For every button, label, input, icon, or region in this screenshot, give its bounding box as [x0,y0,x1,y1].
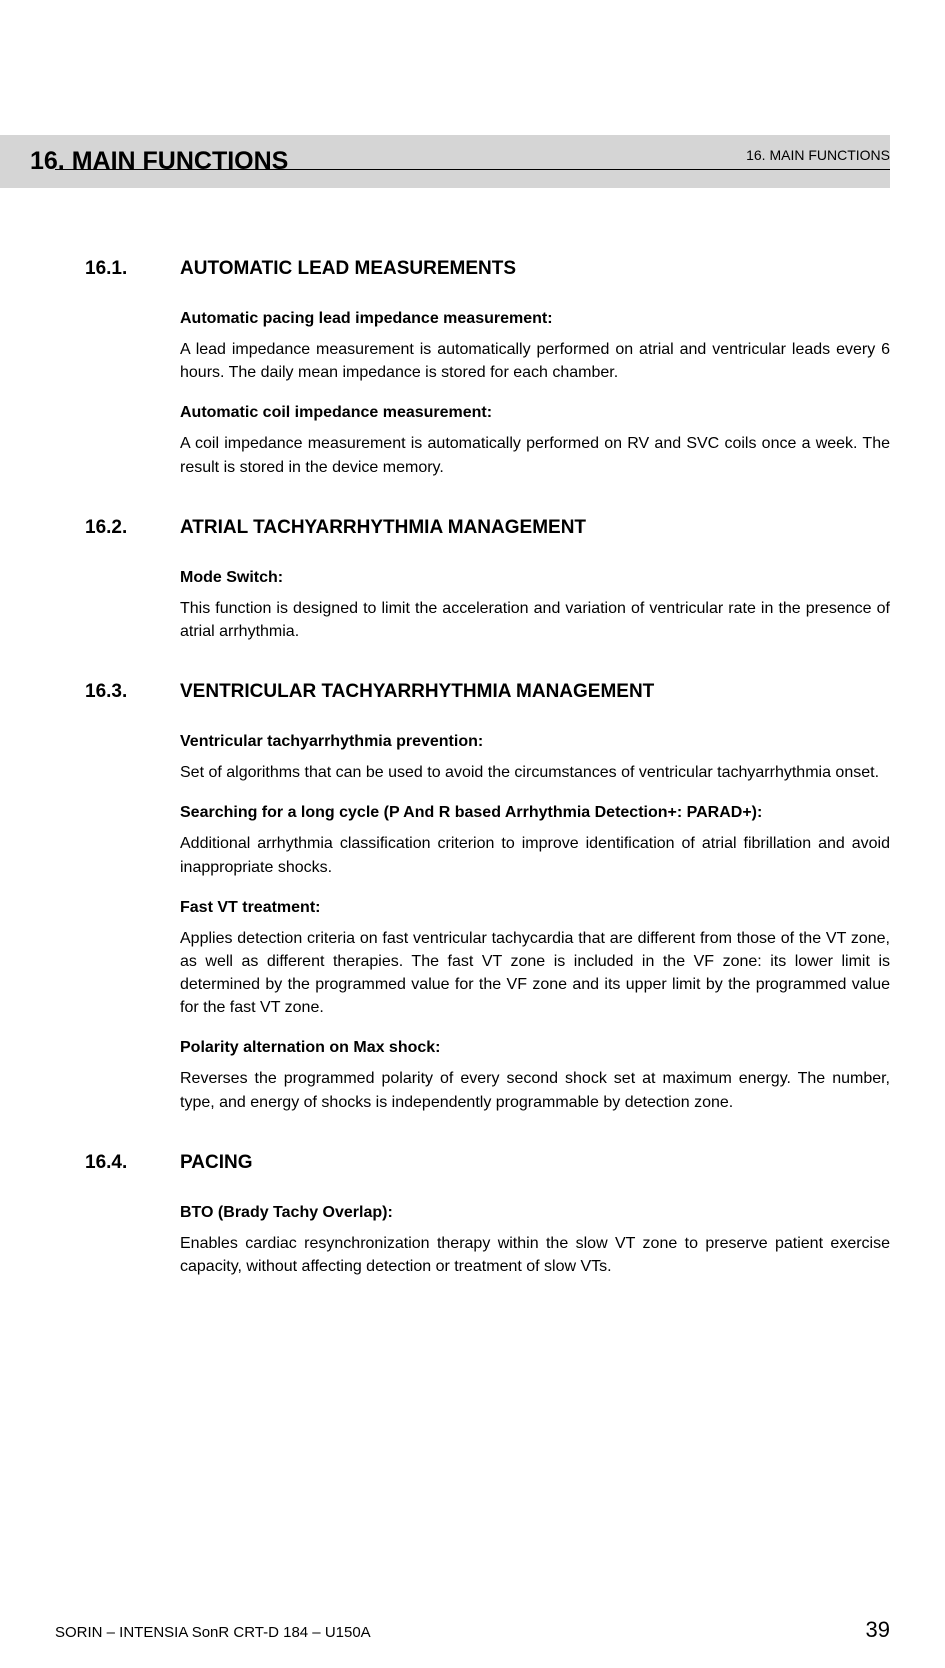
section: 16.2.ATRIAL TACHYARRHYTHMIA MANAGEMENT Mo… [85,517,890,643]
section-number: 16.2. [85,517,180,539]
paragraph-group: Automatic coil impedance measurement: A c… [180,404,890,478]
section-number: 16.1. [85,258,180,280]
section-header: 16.1.AUTOMATIC LEAD MEASUREMENTS [85,258,890,280]
paragraph-text: Enables cardiac resynchronization therap… [180,1232,890,1278]
paragraph-group: BTO (Brady Tachy Overlap): Enables cardia… [180,1204,890,1278]
paragraph-text: This function is designed to limit the a… [180,597,890,643]
section: 16.3.VENTRICULAR TACHYARRHYTHMIA MANAGEM… [85,681,890,1114]
section: 16.4.PACING BTO (Brady Tachy Overlap): Ena… [85,1152,890,1278]
paragraph-group: Polarity alternation on Max shock: Revers… [180,1039,890,1113]
section-header: 16.3.VENTRICULAR TACHYARRHYTHMIA MANAGEM… [85,681,890,703]
paragraph-text: Reverses the programmed polarity of ever… [180,1067,890,1113]
paragraph-heading: BTO (Brady Tachy Overlap): [180,1204,890,1222]
section-number: 16.3. [85,681,180,703]
paragraph-group: Mode Switch: This function is designed to… [180,569,890,643]
section-body: Mode Switch: This function is designed to… [85,569,890,643]
paragraph-group: Automatic pacing lead impedance measurem… [180,310,890,384]
section-header: 16.4.PACING [85,1152,890,1174]
paragraph-heading: Polarity alternation on Max shock: [180,1039,890,1057]
paragraph-text: A lead impedance measurement is automati… [180,338,890,384]
header-rule [55,169,890,170]
section-title: AUTOMATIC LEAD MEASUREMENTS [180,258,516,280]
section-body: Ventricular tachyarrhythmia prevention: S… [85,733,890,1114]
section-header: 16.2.ATRIAL TACHYARRHYTHMIA MANAGEMENT [85,517,890,539]
section: 16.1.AUTOMATIC LEAD MEASUREMENTS Automati… [85,258,890,479]
paragraph-heading: Fast VT treatment: [180,899,890,917]
paragraph-text: Applies detection criteria on fast ventr… [180,927,890,1020]
section-number: 16.4. [85,1152,180,1174]
paragraph-group: Searching for a long cycle (P And R base… [180,804,890,878]
running-header: 16. MAIN FUNCTIONS [746,147,890,163]
footer-device-label: SORIN – INTENSIA SonR CRT-D 184 – U150A [55,1624,371,1641]
paragraph-heading: Ventricular tachyarrhythmia prevention: [180,733,890,751]
paragraph-text: A coil impedance measurement is automati… [180,432,890,478]
paragraph-text: Additional arrhythmia classification cri… [180,832,890,878]
section-title: PACING [180,1152,252,1174]
section-title: VENTRICULAR TACHYARRHYTHMIA MANAGEMENT [180,681,654,703]
footer: SORIN – INTENSIA SonR CRT-D 184 – U150A … [55,1617,890,1643]
paragraph-heading: Searching for a long cycle (P And R base… [180,804,890,822]
section-body: BTO (Brady Tachy Overlap): Enables cardia… [85,1204,890,1278]
section-body: Automatic pacing lead impedance measurem… [85,310,890,479]
paragraph-heading: Automatic pacing lead impedance measurem… [180,310,890,328]
paragraph-text: Set of algorithms that can be used to av… [180,761,890,784]
paragraph-heading: Automatic coil impedance measurement: [180,404,890,422]
page-number: 39 [866,1617,890,1643]
paragraph-group: Ventricular tachyarrhythmia prevention: S… [180,733,890,784]
content-area: 16.1.AUTOMATIC LEAD MEASUREMENTS Automati… [55,188,890,1278]
section-title: ATRIAL TACHYARRHYTHMIA MANAGEMENT [180,517,586,539]
paragraph-heading: Mode Switch: [180,569,890,587]
paragraph-group: Fast VT treatment: Applies detection crit… [180,899,890,1020]
